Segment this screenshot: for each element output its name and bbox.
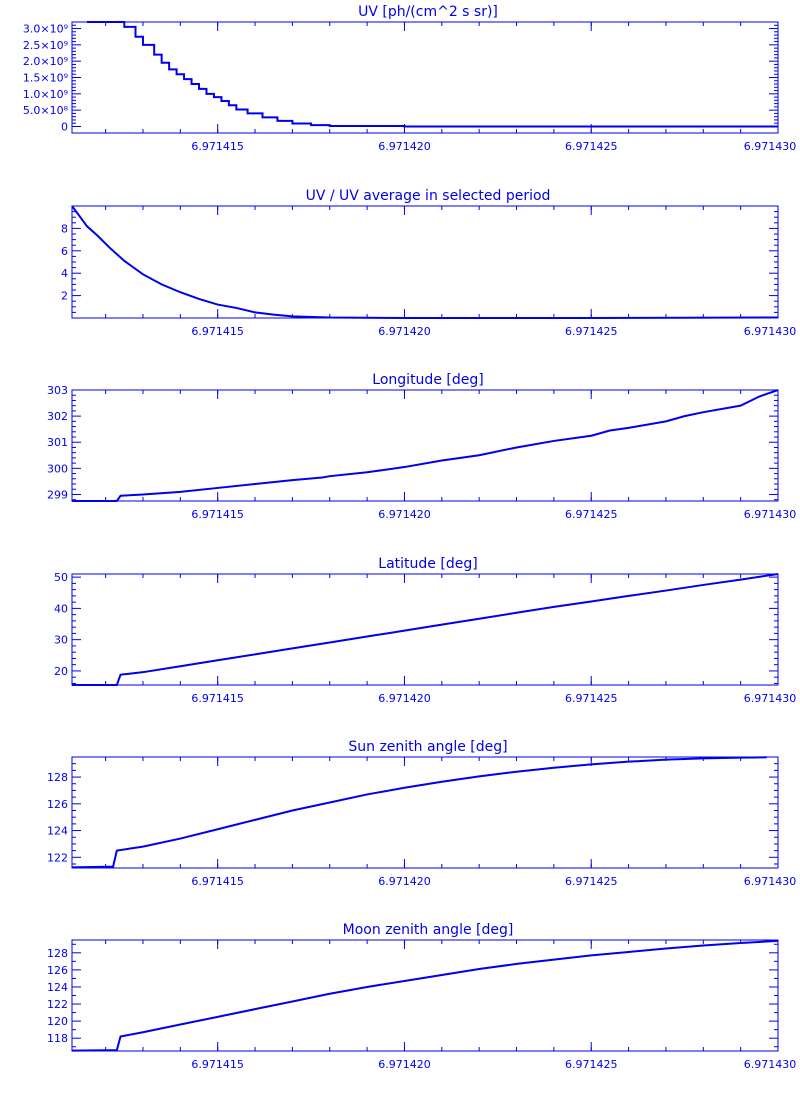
series-line [71,756,767,869]
chart-panel-2: UV / UV average in selected period 6.9714… [61,188,796,338]
x-tick-label: 6.971420 [378,875,431,888]
y-tick-label: 8 [61,222,68,235]
y-tick-label: 1.5×10⁹ [23,72,68,85]
chart-title: Sun zenith angle [deg] [348,739,507,755]
y-tick-label: 2 [61,290,68,303]
x-tick-label: 6.971430 [744,140,797,153]
x-tick-label: 6.971430 [744,875,797,888]
x-tick-label: 6.971425 [565,692,618,705]
y-tick-label: 2.5×10⁹ [23,39,68,52]
y-tick-label: 124 [47,981,68,994]
x-tick-label: 6.971425 [565,140,618,153]
y-tick-label: 122 [47,851,68,864]
plot-frame [71,205,779,319]
y-tick-label: 303 [47,384,68,397]
series-line [71,205,779,319]
chart-title: UV / UV average in selected period [306,188,551,204]
plot-frame [71,939,779,1052]
y-tick-label: 5.0×10⁸ [23,104,69,117]
y-tick-label: 120 [47,1015,68,1028]
y-tick-label: 0 [61,120,68,133]
chart-panel-6: Moon zenith angle [deg] 6.971415 6.971420 6… [47,922,796,1071]
chart-title: Latitude [deg] [378,556,477,572]
x-tick-label: 6.971415 [191,1058,244,1071]
y-tick-label: 20 [54,665,68,678]
chart-title: Longitude [deg] [372,372,483,388]
y-tick-label: 118 [47,1032,68,1045]
plot-frame [71,756,779,869]
x-tick-label: 6.971415 [191,508,244,521]
series-line [72,389,779,502]
x-tick-label: 6.971430 [744,692,797,705]
y-tick-label: 50 [54,571,68,584]
y-tick-label: 122 [47,998,68,1011]
x-tick-label: 6.971415 [191,140,244,153]
x-tick-label: 6.971425 [565,875,618,888]
x-tick-label: 6.971420 [378,508,431,521]
plot-frame [71,21,779,134]
x-tick-label: 6.971425 [565,325,618,338]
chart-panel-1: UV [ph/(cm^2 s sr)] 6.971415 6.971420 6.971… [23,4,796,153]
y-tick-label: 124 [47,825,68,838]
x-tick-label: 6.971420 [378,140,431,153]
plot-frame [71,389,779,502]
plot-frame [71,573,779,686]
x-tick-label: 6.971425 [565,1058,618,1071]
x-tick-label: 6.971430 [744,325,797,338]
y-tick-label: 126 [47,798,68,811]
chart-panel-4: Latitude [deg] 6.971415 6.971420 6.971425 6.… [54,556,796,705]
x-tick-label: 6.971415 [191,692,244,705]
series-line [72,573,779,686]
chart-panel-5: Sun zenith angle [deg] 6.971415 6.971420 6.… [47,739,796,888]
x-tick-label: 6.971430 [744,508,797,521]
x-tick-label: 6.971425 [565,508,618,521]
y-tick-label: 3.0×10⁹ [23,23,68,36]
y-tick-label: 302 [47,410,68,423]
chart-panel-3: Longitude [deg] 6.971415 6.971420 6.971425 6… [47,372,796,521]
y-tick-label: 299 [47,488,68,501]
y-tick-label: 126 [47,964,68,977]
y-tick-label: 1.0×10⁹ [23,88,68,101]
x-tick-label: 6.971420 [378,1058,431,1071]
y-tick-label: 40 [54,602,68,615]
x-tick-label: 6.971415 [191,875,244,888]
y-tick-label: 128 [47,947,68,960]
y-tick-label: 301 [47,436,68,449]
x-tick-label: 6.971430 [744,1058,797,1071]
y-tick-label: 30 [54,634,68,647]
y-tick-label: 128 [47,771,68,784]
chart-title: Moon zenith angle [deg] [343,922,514,938]
chart-title: UV [ph/(cm^2 s sr)] [358,4,498,20]
x-tick-label: 6.971415 [191,325,244,338]
x-tick-label: 6.971420 [378,325,431,338]
series-line [86,21,778,128]
y-tick-label: 6 [61,245,68,258]
y-tick-label: 2.0×10⁹ [23,55,68,68]
x-tick-label: 6.971420 [378,692,431,705]
y-tick-label: 300 [47,462,68,475]
y-tick-label: 4 [61,267,68,280]
series-line [71,939,779,1052]
